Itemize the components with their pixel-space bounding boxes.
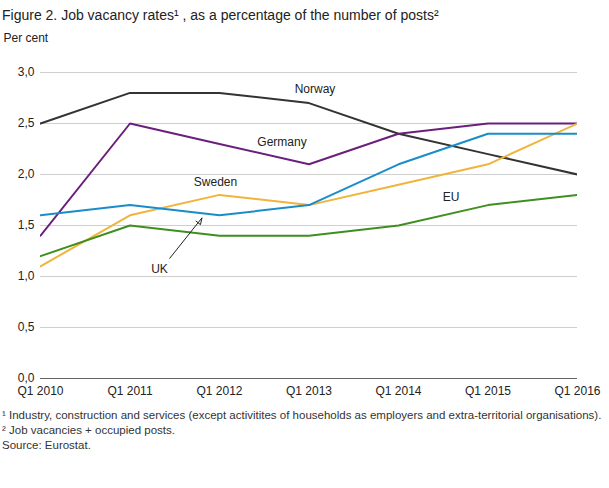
svg-text:Q1 2016: Q1 2016 (554, 384, 600, 398)
svg-text:2,0: 2,0 (18, 167, 35, 181)
svg-text:Q1 2010: Q1 2010 (17, 384, 63, 398)
svg-text:Per cent: Per cent (4, 31, 49, 45)
html-text:Figure 2. Job vacancy rates¹ ,: Figure 2. Job vacancy rates¹ , as a perc… (2, 7, 439, 23)
svg-text:Q1 2011: Q1 2011 (107, 384, 152, 398)
svg-text:1,5: 1,5 (18, 218, 35, 232)
svg-text:Q1 2013: Q1 2013 (286, 384, 332, 398)
svg-text:EU: EU (443, 190, 460, 204)
svg-text:Norway: Norway (295, 82, 336, 96)
svg-text:Q1 2012: Q1 2012 (196, 384, 242, 398)
svg-text:0,0: 0,0 (17, 371, 35, 386)
svg-text:Q1 2015: Q1 2015 (465, 384, 511, 398)
svg-text:Q1 2014: Q1 2014 (375, 384, 421, 398)
svg-text:Sweden: Sweden (194, 175, 237, 189)
svg-text:3,0: 3,0 (18, 65, 35, 79)
svg-text:1,0: 1,0 (18, 269, 35, 283)
html-text:¹ Industry, construction and s: ¹ Industry, construction and services (e… (2, 409, 602, 421)
svg-text:UK: UK (151, 262, 168, 276)
svg-text:Germany: Germany (257, 135, 306, 149)
svg-text:2,5: 2,5 (18, 116, 35, 130)
html-text:Source: Eurostat.: Source: Eurostat. (2, 439, 91, 451)
svg-text:0,5: 0,5 (18, 320, 35, 334)
html-text:² Job vacancies + occupied pos: ² Job vacancies + occupied posts. (2, 424, 175, 436)
